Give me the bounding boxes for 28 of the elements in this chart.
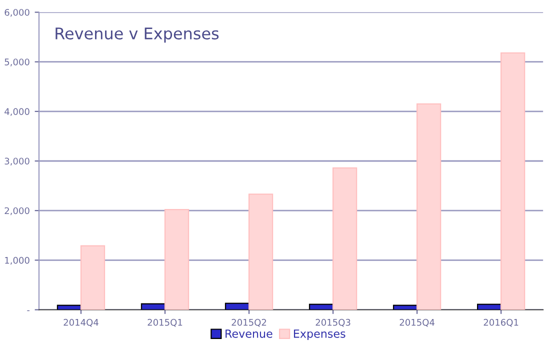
bar <box>224 302 250 310</box>
y-tick-label: 6,000 <box>4 8 30 17</box>
x-tick-label: 2016Q1 <box>484 318 518 327</box>
bar <box>392 304 418 310</box>
bar <box>500 52 526 310</box>
x-tick-label: 2015Q1 <box>148 318 182 327</box>
bar <box>164 209 190 310</box>
x-tick-label: 2014Q4 <box>64 318 98 327</box>
legend-label: Revenue <box>226 330 272 338</box>
y-tick-label: 4,000 <box>4 108 30 116</box>
bar <box>56 304 82 310</box>
bar <box>416 103 442 310</box>
bar <box>308 304 334 310</box>
y-tick-label: - <box>27 310 30 312</box>
bar <box>80 245 106 310</box>
y-tick-label: 2,000 <box>4 207 30 216</box>
bar <box>476 304 502 310</box>
x-tick-label: 2015Q4 <box>400 318 434 327</box>
bar <box>140 303 166 310</box>
y-tick-label: 5,000 <box>4 58 30 66</box>
bar <box>332 167 358 310</box>
y-tick-label: 1,000 <box>5 256 30 265</box>
x-tick-label: 2015Q3 <box>316 318 350 327</box>
legend-label: Expenses <box>294 330 346 340</box>
text: Revenue v Expenses <box>56 28 219 43</box>
y-tick-label: 3,000 <box>4 158 30 166</box>
x-tick-label: 2015Q2 <box>232 318 266 327</box>
bar <box>248 194 274 310</box>
